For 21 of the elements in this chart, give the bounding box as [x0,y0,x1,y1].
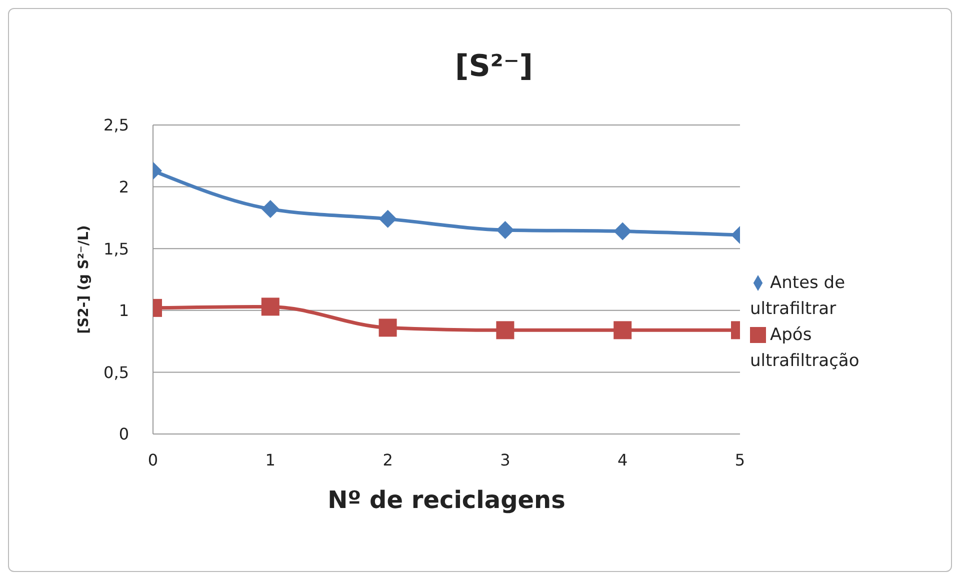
x-axis-title: Nº de reciclagens [328,486,566,514]
point [378,210,397,228]
y-tick-label: 1,5 [104,239,129,258]
legend-label: Após ultrafiltração [750,324,860,370]
y-tick-label: 2 [118,177,129,196]
y-tick-label: 0,5 [104,362,129,382]
y-tick-label: 2,5 [104,116,129,135]
legend-label: Antes de ultrafiltrar [750,272,846,318]
x-tick-label: 1 [265,450,276,470]
y-axis-title: [S2-] (g S²⁻/L) [76,225,92,334]
x-tick-label: 5 [734,450,746,470]
y-tick-label: 1 [118,301,129,320]
x-tick-label: 0 [148,450,158,470]
point [378,318,397,337]
x-tick-label: 4 [618,450,628,470]
chart-title: [S²⁻] [454,49,534,84]
x-tick-label: 2 [382,450,393,470]
point [496,321,514,340]
y-tick-label: 0 [118,424,129,444]
point [496,221,514,240]
x-tick-label: 3 [500,450,510,470]
